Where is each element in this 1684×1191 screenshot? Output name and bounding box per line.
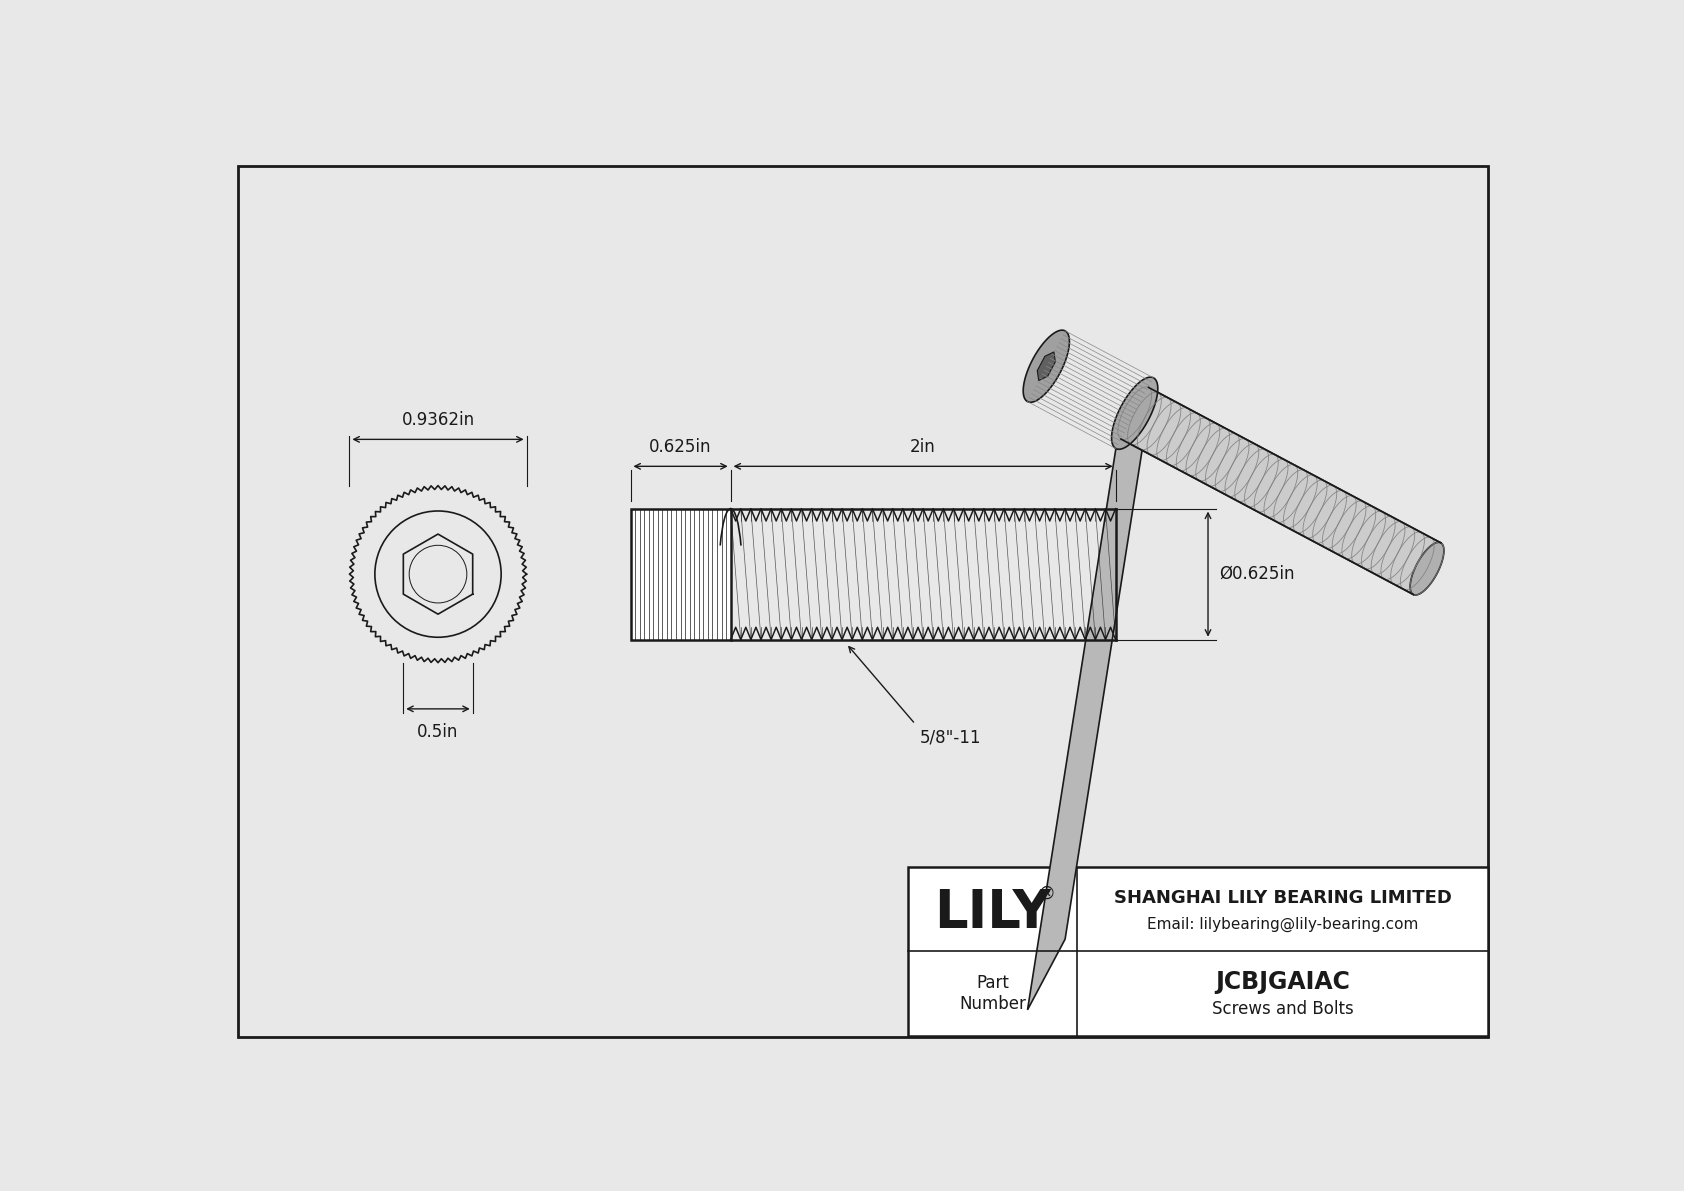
Text: Email: lilybearing@lily-bearing.com: Email: lilybearing@lily-bearing.com	[1147, 917, 1418, 933]
Polygon shape	[1037, 351, 1056, 381]
Text: Screws and Bolts: Screws and Bolts	[1212, 1000, 1354, 1018]
Bar	[630, 509, 731, 640]
Polygon shape	[1122, 387, 1442, 594]
Text: 2in: 2in	[911, 437, 936, 455]
Polygon shape	[1111, 378, 1159, 449]
Text: SHANGHAI LILY BEARING LIMITED: SHANGHAI LILY BEARING LIMITED	[1113, 888, 1452, 906]
Text: 0.625in: 0.625in	[650, 437, 712, 455]
Polygon shape	[1024, 330, 1069, 403]
Text: Ø0.625in: Ø0.625in	[1219, 565, 1295, 584]
Text: 5/8"-11: 5/8"-11	[919, 728, 980, 746]
Text: ®: ®	[1037, 885, 1056, 903]
Polygon shape	[1027, 378, 1154, 1010]
Text: 0.5in: 0.5in	[418, 723, 458, 741]
Text: JCBJGAIAC: JCBJGAIAC	[1216, 971, 1351, 994]
Text: 0.9362in: 0.9362in	[401, 411, 475, 429]
Polygon shape	[1410, 542, 1443, 596]
Bar	[908, 867, 1489, 1036]
Text: Part
Number: Part Number	[958, 974, 1026, 1014]
Text: LILY: LILY	[935, 887, 1051, 939]
